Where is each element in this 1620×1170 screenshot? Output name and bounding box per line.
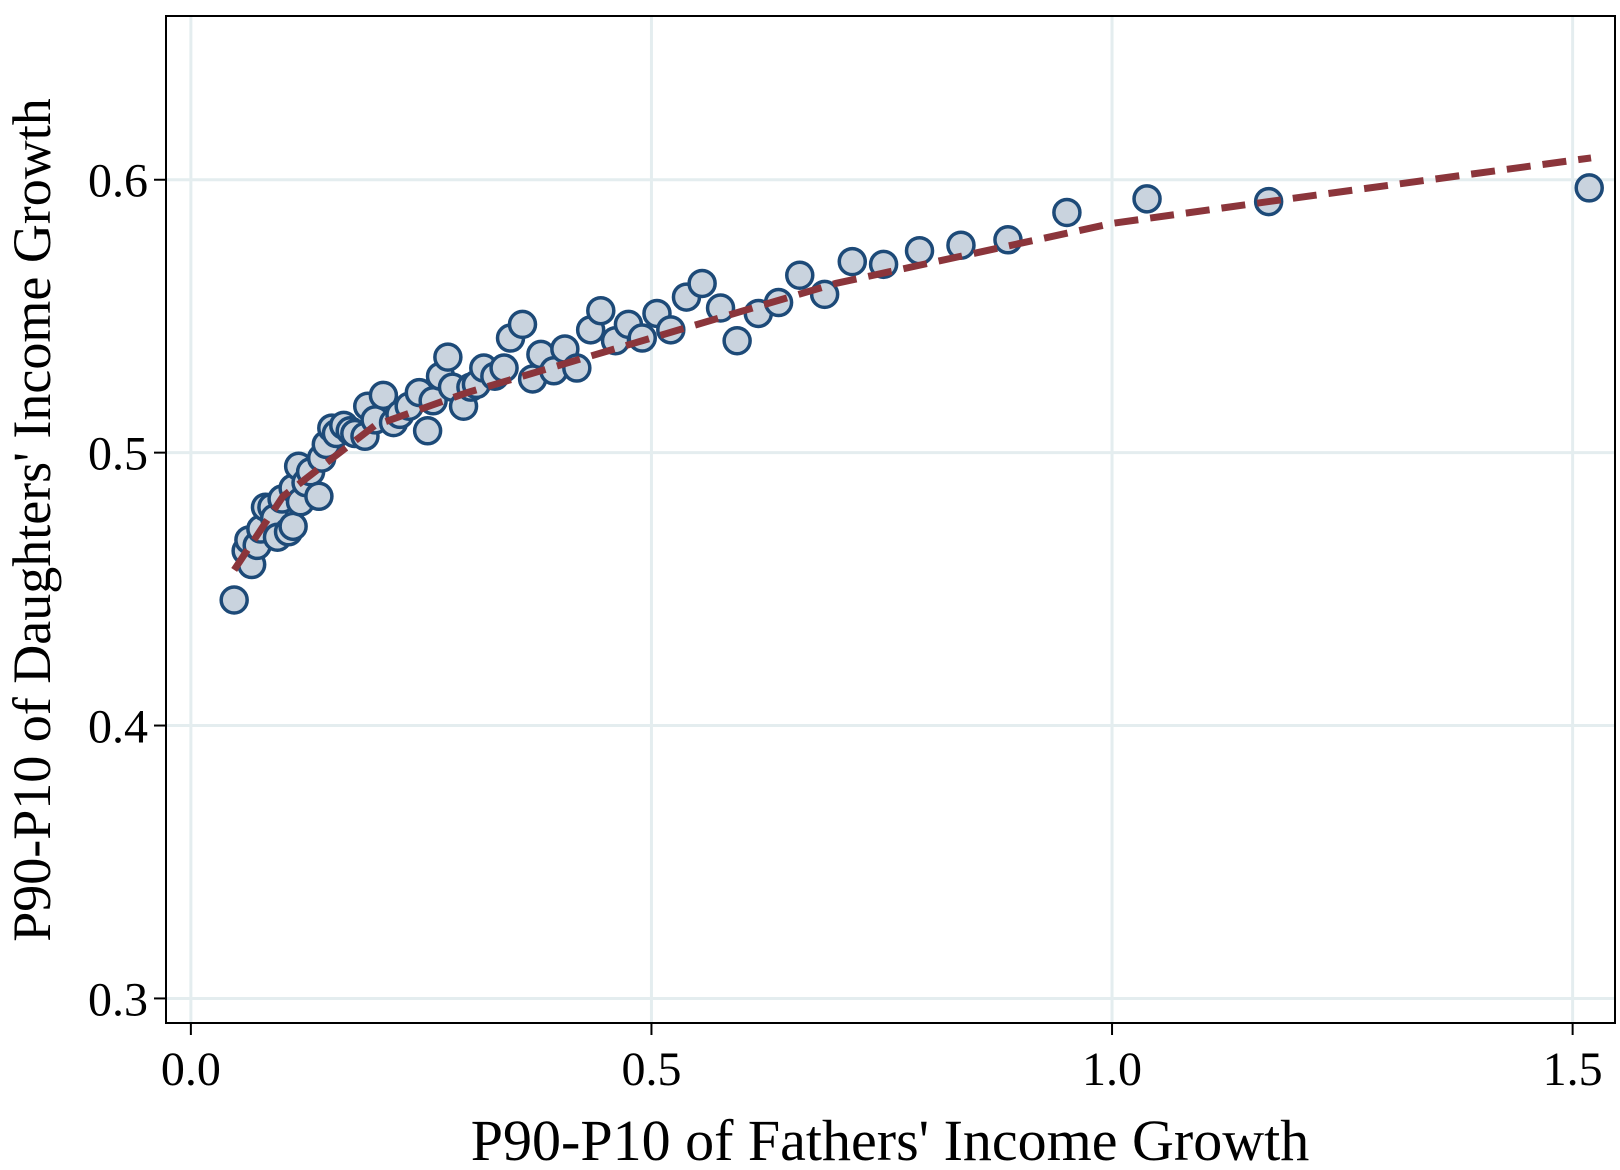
x-tick-label: 1.0 <box>1082 1043 1142 1096</box>
point <box>705 293 736 323</box>
point <box>368 380 399 411</box>
point <box>489 353 519 383</box>
point <box>837 246 868 277</box>
point <box>904 235 935 266</box>
y-tick-label: 0.4 <box>88 701 148 754</box>
point <box>1574 173 1604 203</box>
point <box>1132 184 1162 214</box>
point <box>1052 197 1082 228</box>
x-axis-label: P90-P10 of Fathers' Income Growth <box>471 1108 1309 1170</box>
point <box>507 309 538 340</box>
point <box>219 585 249 615</box>
x-tick-label: 1.5 <box>1543 1043 1603 1096</box>
y-tick-label: 0.3 <box>88 973 148 1026</box>
point <box>785 260 815 291</box>
fit-line <box>231 154 1592 572</box>
x-tick-label: 0.0 <box>161 1043 221 1096</box>
y-axis-label: P90-P10 of Daughters' Income Growth <box>2 98 62 942</box>
point <box>993 225 1023 255</box>
point <box>412 416 443 446</box>
plot-frame <box>165 15 1616 1024</box>
y-tick-label: 0.6 <box>88 155 148 208</box>
x-tick-label: 0.5 <box>621 1043 681 1096</box>
y-tick-label: 0.5 <box>88 428 148 481</box>
point <box>433 342 463 372</box>
point <box>278 511 308 542</box>
point <box>304 481 334 512</box>
point <box>722 326 752 356</box>
point <box>586 295 616 326</box>
point <box>687 268 717 299</box>
